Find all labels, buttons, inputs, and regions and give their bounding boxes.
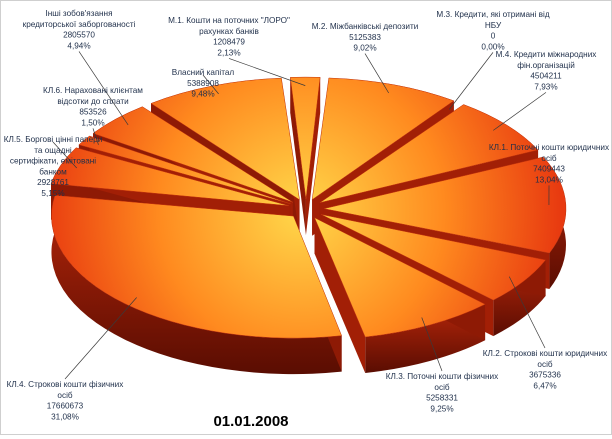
leader-line [493,92,546,130]
leader-line [449,52,493,109]
chart-title: 01.01.2008 [213,413,288,430]
slice-label: М.1. Кошти на поточних "ЛОРО"рахунках ба… [168,16,290,57]
